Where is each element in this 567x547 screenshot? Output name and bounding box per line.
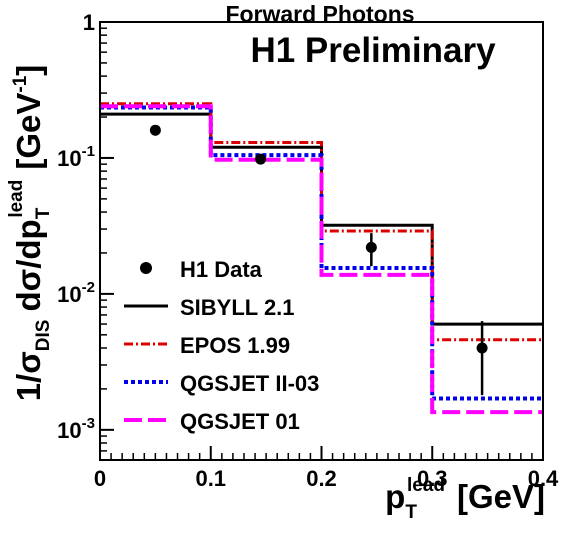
- h1-preliminary-label: H1 Preliminary: [250, 31, 496, 70]
- y-tick-label: 1: [83, 10, 95, 35]
- x-tick-label: 0.4: [528, 466, 559, 491]
- x-axis-label: pTlead [GeV]: [385, 475, 545, 523]
- legend-label: QGSJET 01: [180, 409, 300, 434]
- x-tick-label: 0.2: [306, 466, 337, 491]
- legend: H1 Data SIBYLL 2.1 EPOS 1.99 QGSJET II-03 QG…: [124, 257, 319, 434]
- chart-title: Forward Photons: [225, 1, 414, 27]
- x-tick-label: 0: [94, 466, 106, 491]
- y-axis-label: 1/σDISdσ/dpTlead[GeV-1]: [6, 65, 54, 402]
- x-tick-label: 0.1: [195, 466, 226, 491]
- series-layer: [100, 102, 543, 415]
- data-point: [476, 342, 488, 354]
- y-tick-label: 10-3: [57, 415, 95, 443]
- x-tick-label: 0.3: [417, 466, 448, 491]
- legend-label: SIBYLL 2.1: [180, 295, 295, 320]
- legend-marker-data: [140, 262, 152, 274]
- y-tick-label: 10-2: [57, 279, 95, 307]
- data-point: [255, 153, 267, 165]
- data-point: [149, 124, 161, 136]
- legend-label: H1 Data: [180, 257, 263, 282]
- data-points-layer: [149, 124, 488, 396]
- axes-layer: 0 0.1 0.2 0.3 0.4 1 10-1 10-2 10-3: [57, 10, 559, 491]
- legend-label: EPOS 1.99: [180, 333, 290, 358]
- legend-label: QGSJET II-03: [180, 371, 319, 396]
- data-point: [365, 241, 377, 253]
- y-tick-label: 10-1: [57, 143, 95, 171]
- series-line-4: [100, 104, 543, 415]
